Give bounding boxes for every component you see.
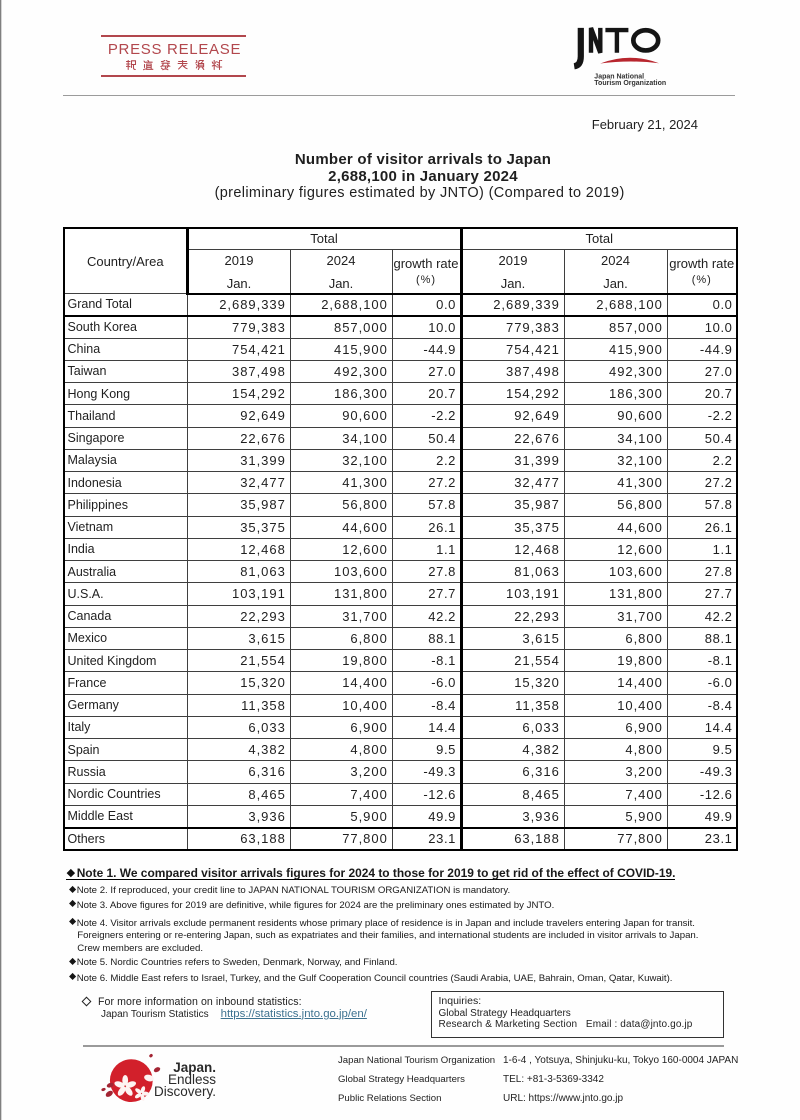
- svg-text:Tourism Organization: Tourism Organization: [594, 80, 666, 87]
- svg-text:Japan National: Japan National: [594, 73, 644, 80]
